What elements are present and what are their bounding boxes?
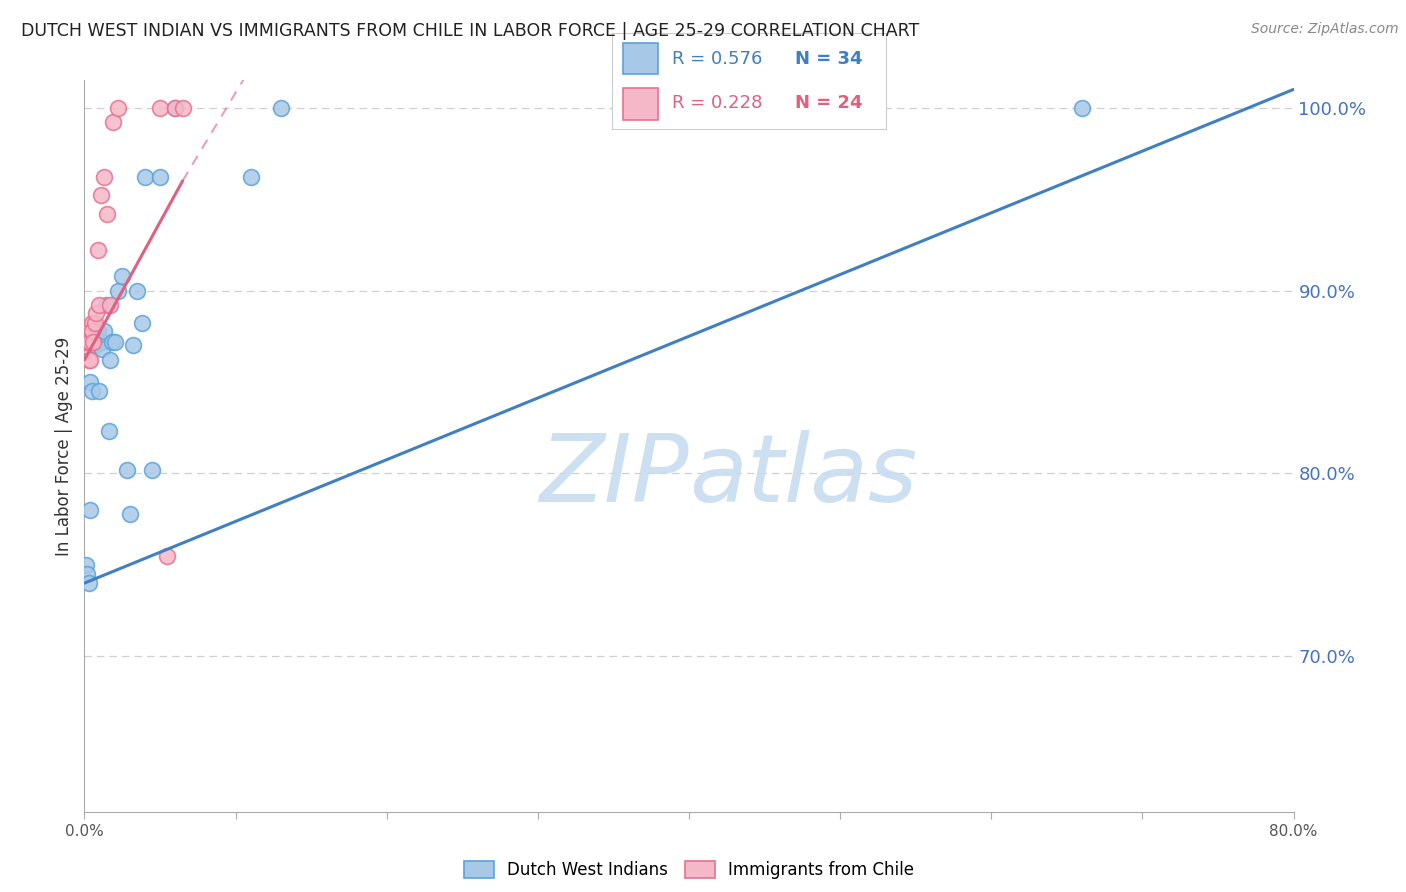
Point	[96, 207, 118, 221]
Point	[1071, 101, 1094, 115]
Point	[100, 334, 122, 349]
Point	[76, 567, 98, 582]
Point	[98, 298, 121, 312]
Point	[87, 244, 110, 258]
Point	[94, 298, 117, 312]
Point	[86, 305, 108, 319]
Point	[107, 101, 129, 115]
Point	[79, 375, 101, 389]
Point	[84, 317, 107, 331]
Point	[90, 334, 112, 349]
Point	[75, 334, 97, 349]
Point	[82, 338, 104, 352]
Point	[111, 268, 134, 283]
Point	[134, 170, 156, 185]
Point	[118, 507, 141, 521]
Point	[127, 284, 149, 298]
Point	[76, 324, 98, 338]
Bar	[623, 88, 658, 120]
Point	[79, 334, 101, 349]
Legend: Dutch West Indians, Immigrants from Chile: Dutch West Indians, Immigrants from Chil…	[456, 853, 922, 888]
Point	[86, 329, 108, 343]
Point	[79, 503, 101, 517]
Point	[107, 284, 129, 298]
Point	[84, 338, 107, 352]
Point	[80, 324, 103, 338]
Point	[80, 317, 103, 331]
Point	[87, 324, 110, 338]
Point	[76, 334, 98, 349]
Point	[165, 101, 187, 115]
Point	[121, 338, 143, 352]
Point	[77, 353, 100, 368]
Text: DUTCH WEST INDIAN VS IMMIGRANTS FROM CHILE IN LABOR FORCE | AGE 25-29 CORRELATIO: DUTCH WEST INDIAN VS IMMIGRANTS FROM CHI…	[21, 22, 920, 40]
Point	[156, 549, 179, 563]
Point	[82, 334, 104, 349]
Text: N = 34: N = 34	[796, 50, 863, 68]
Point	[101, 115, 124, 129]
Point	[93, 324, 115, 338]
Point	[91, 342, 114, 356]
Text: Source: ZipAtlas.com: Source: ZipAtlas.com	[1251, 22, 1399, 37]
Point	[97, 425, 120, 439]
Text: N = 24: N = 24	[796, 94, 863, 112]
Point	[104, 334, 127, 349]
Point	[165, 101, 187, 115]
Point	[149, 170, 172, 185]
Point	[172, 101, 194, 115]
Point	[79, 353, 101, 368]
Text: R = 0.228: R = 0.228	[672, 94, 762, 112]
Text: ZIP: ZIP	[540, 430, 689, 521]
Point	[98, 353, 121, 368]
Point	[115, 463, 138, 477]
Text: R = 0.576: R = 0.576	[672, 50, 762, 68]
Point	[270, 101, 292, 115]
Text: atlas: atlas	[689, 430, 917, 521]
Point	[80, 384, 103, 399]
Point	[77, 334, 100, 349]
Point	[131, 317, 153, 331]
Y-axis label: In Labor Force | Age 25-29: In Labor Force | Age 25-29	[55, 336, 73, 556]
Point	[93, 170, 115, 185]
Point	[239, 170, 262, 185]
Point	[141, 463, 163, 477]
Point	[89, 384, 111, 399]
Point	[90, 188, 112, 202]
Point	[149, 101, 172, 115]
Point	[89, 298, 111, 312]
Bar	[623, 43, 658, 74]
Point	[75, 558, 97, 572]
Point	[84, 329, 107, 343]
Point	[77, 576, 100, 591]
